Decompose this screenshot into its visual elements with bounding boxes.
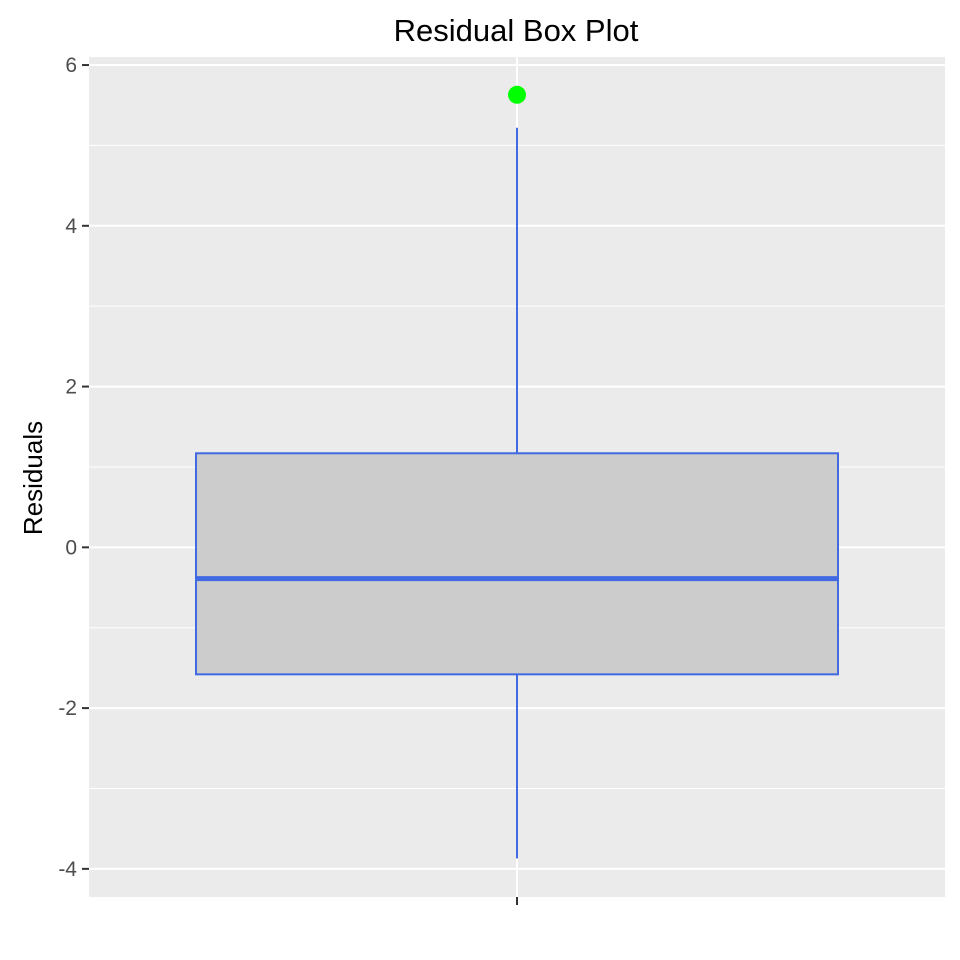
y-tick-label: 6: [65, 54, 77, 77]
y-tick-label: 4: [65, 215, 77, 238]
y-tick-label: 2: [65, 376, 77, 399]
outlier-point: [508, 85, 526, 104]
y-tick-label: 0: [65, 536, 77, 559]
y-axis-label: Residuals: [18, 421, 48, 535]
box-plot: [195, 85, 839, 859]
iqr-box: [195, 452, 839, 676]
y-axis: -4 -2 0 2 4 6: [58, 54, 518, 905]
y-tick-label: -4: [58, 858, 77, 881]
y-tick-label: -2: [58, 697, 77, 720]
chart-title: Residual Box Plot: [394, 13, 639, 48]
